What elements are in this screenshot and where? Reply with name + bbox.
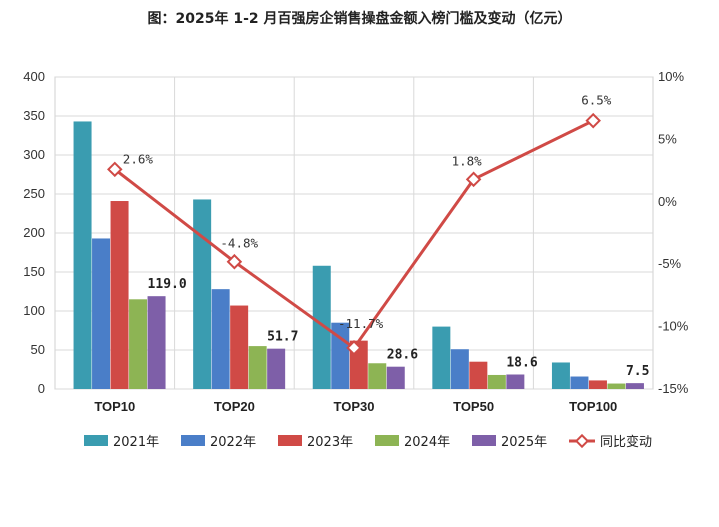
bar-2021年-TOP10	[73, 121, 92, 390]
legend-swatch	[472, 435, 496, 446]
bar-value-label: 51.7	[267, 330, 298, 345]
line-value-label: 6.5%	[581, 93, 612, 108]
line-value-label: 1.8%	[452, 153, 483, 168]
line-marker	[465, 171, 482, 188]
line-marker	[107, 161, 123, 178]
bar-2023年-TOP10	[110, 201, 129, 389]
left-axis-tick-label: 200	[23, 225, 45, 240]
line-marker	[346, 340, 362, 356]
legend-swatch	[278, 435, 302, 446]
bar-value-label: 18.6	[506, 355, 537, 370]
x-axis-category-label: TOP20	[214, 399, 255, 414]
bar-value-label: 7.5	[626, 364, 649, 379]
x-axis-category-label: TOP100	[569, 399, 617, 414]
bar-2023年-TOP100	[588, 380, 607, 389]
bar-2024年-TOP30	[368, 363, 387, 389]
left-axis-tick-label: 250	[23, 186, 45, 201]
left-axis-tick-label: 50	[31, 342, 45, 357]
legend-line-marker	[574, 433, 590, 449]
legend-swatch	[375, 435, 399, 446]
bar-2022年-TOP20	[211, 289, 230, 389]
bar-value-label: 28.6	[387, 348, 418, 363]
bar-2021年-TOP50	[432, 326, 451, 389]
bar-2022年-TOP100	[570, 376, 589, 389]
bar-2021年-TOP30	[312, 265, 331, 389]
legend-label: 2023年	[307, 435, 353, 450]
legend-swatch	[181, 435, 205, 446]
legend-label: 同比变动	[600, 434, 652, 450]
legend-label: 2021年	[113, 435, 159, 450]
left-axis-tick-label: 350	[23, 108, 45, 123]
bar-2024年-TOP100	[607, 383, 626, 389]
right-axis-tick-label: -10%	[658, 319, 689, 334]
left-axis-tick-label: 0	[38, 381, 45, 396]
bar-2025年-TOP100	[625, 383, 644, 389]
bar-2023年-TOP50	[469, 361, 488, 389]
bar-2025年-TOP30	[386, 366, 405, 389]
bar-2024年-TOP10	[129, 299, 148, 389]
right-axis-tick-label: 10%	[658, 69, 684, 84]
line-value-label: -11.7%	[338, 316, 384, 331]
bar-2022年-TOP30	[331, 322, 350, 389]
line-value-label: 2.6%	[123, 151, 154, 166]
right-axis-tick-label: -5%	[658, 256, 682, 271]
legend-swatch	[84, 435, 108, 446]
legend-label: 2025年	[501, 435, 547, 450]
bar-value-label: 119.0	[148, 277, 187, 292]
left-axis-tick-label: 100	[23, 303, 45, 318]
chart-title: 图：2025年 1-2 月百强房企销售操盘金额入榜门槛及变动（亿元）	[147, 11, 572, 27]
bar-2021年-TOP100	[551, 362, 570, 389]
bar-2025年-TOP20	[267, 348, 286, 389]
bar-2021年-TOP20	[193, 199, 212, 389]
bar-2024年-TOP50	[487, 374, 506, 389]
left-axis-tick-label: 300	[23, 147, 45, 162]
legend-label: 2024年	[404, 435, 450, 450]
bar-2022年-TOP50	[450, 349, 469, 389]
left-axis-tick-label: 400	[23, 69, 45, 84]
bar-2023年-TOP20	[230, 305, 249, 389]
line-value-label: -4.8%	[220, 236, 258, 251]
x-axis-category-label: TOP10	[94, 399, 135, 414]
line-marker	[226, 253, 243, 270]
right-axis-tick-label: -15%	[658, 381, 689, 396]
bar-2022年-TOP10	[92, 238, 111, 389]
bar-2025年-TOP50	[506, 374, 525, 389]
right-axis-tick-label: 5%	[658, 131, 677, 146]
right-axis-tick-label: 0%	[658, 194, 677, 209]
bar-2025年-TOP10	[147, 296, 166, 389]
x-axis-category-label: TOP30	[334, 399, 375, 414]
left-axis-tick-label: 150	[23, 264, 45, 279]
bar-2024年-TOP20	[248, 346, 267, 389]
x-axis-category-label: TOP50	[453, 399, 494, 414]
line-marker	[585, 112, 601, 129]
legend-label: 2022年	[210, 435, 256, 450]
